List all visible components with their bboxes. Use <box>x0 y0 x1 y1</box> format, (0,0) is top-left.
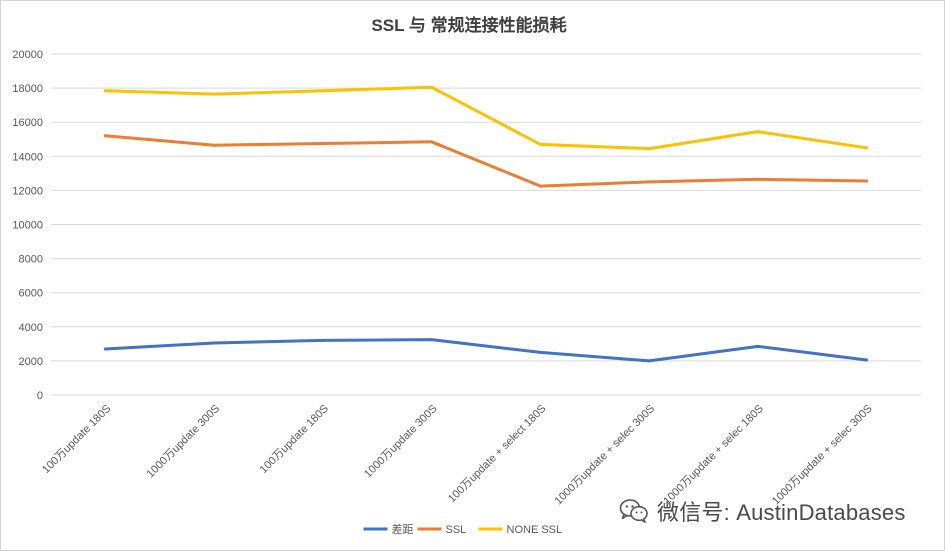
y-tick-label: 4000 <box>19 322 43 334</box>
x-tick-label: 100万update 180S <box>40 403 113 476</box>
y-tick-label: 14000 <box>12 151 43 163</box>
data-point <box>103 134 107 138</box>
data-point <box>865 358 869 362</box>
x-tick-label: 1000万update + selec 180S <box>661 403 766 508</box>
data-point <box>321 338 325 342</box>
y-axis-tick-labels: 0 2000 4000 6000 8000 10000 12000 14000 16000 180… <box>12 49 43 402</box>
x-tick-label: 100万update 180S <box>258 403 331 476</box>
y-tick-label: 10000 <box>12 220 43 232</box>
data-point <box>647 359 651 363</box>
y-tick-label: 8000 <box>19 254 43 266</box>
y-tick-label: 6000 <box>19 288 43 300</box>
y-tick-label: 12000 <box>12 185 43 197</box>
data-point <box>647 180 651 184</box>
data-point <box>756 344 760 348</box>
data-point <box>756 130 760 134</box>
data-point <box>321 89 325 93</box>
watermark-text: 微信号: AustinDatabases <box>657 500 906 525</box>
data-point <box>321 142 325 146</box>
x-tick-label: 1000万update + selec 300S <box>553 403 658 508</box>
x-tick-label: 100万update + select 180S <box>446 403 549 506</box>
x-tick-label: 1000万update 300S <box>362 403 440 481</box>
data-point <box>865 179 869 183</box>
data-point <box>430 140 434 144</box>
legend-label: 差距 <box>392 522 414 536</box>
legend-item: NONE SSL <box>478 524 563 536</box>
x-tick-label: 1000万update + selec 300S <box>770 403 875 508</box>
series-ssl <box>103 134 869 188</box>
data-point <box>212 341 216 345</box>
watermark: 微信号: AustinDatabases <box>619 495 906 527</box>
series-none-ssl <box>103 85 869 151</box>
series-line <box>103 85 869 151</box>
data-point <box>430 85 434 89</box>
data-point <box>212 92 216 96</box>
data-point <box>538 142 542 146</box>
x-axis-tick-labels: 100万update 180S 1000万update 300S 100万updat… <box>40 403 875 508</box>
data-point <box>103 89 107 93</box>
data-point <box>103 347 107 351</box>
y-tick-label: 16000 <box>12 117 43 129</box>
series-line <box>103 134 869 188</box>
y-tick-label: 0 <box>37 390 43 402</box>
legend-label: NONE SSL <box>507 524 563 536</box>
data-point <box>756 177 760 181</box>
x-tick-label: 1000万update 300S <box>145 403 223 481</box>
legend-label: SSL <box>446 524 467 536</box>
data-point <box>538 184 542 188</box>
data-point <box>647 147 651 151</box>
legend-item: SSL <box>417 524 467 536</box>
data-point <box>430 338 434 342</box>
y-tick-label: 20000 <box>12 49 43 61</box>
gridlines <box>51 53 921 396</box>
series-lines <box>103 85 869 363</box>
series-line <box>103 338 869 363</box>
data-point <box>865 146 869 150</box>
data-point <box>212 143 216 147</box>
legend: 差距 SSL NONE SSL <box>363 522 563 536</box>
chart-title: SSL 与 常规连接性能损耗 <box>371 15 566 35</box>
series-差距 <box>103 338 869 363</box>
y-tick-label: 2000 <box>19 356 43 368</box>
wechat-icon <box>619 499 648 523</box>
legend-item: 差距 <box>363 522 414 536</box>
y-tick-label: 18000 <box>12 83 43 95</box>
data-point <box>538 350 542 354</box>
